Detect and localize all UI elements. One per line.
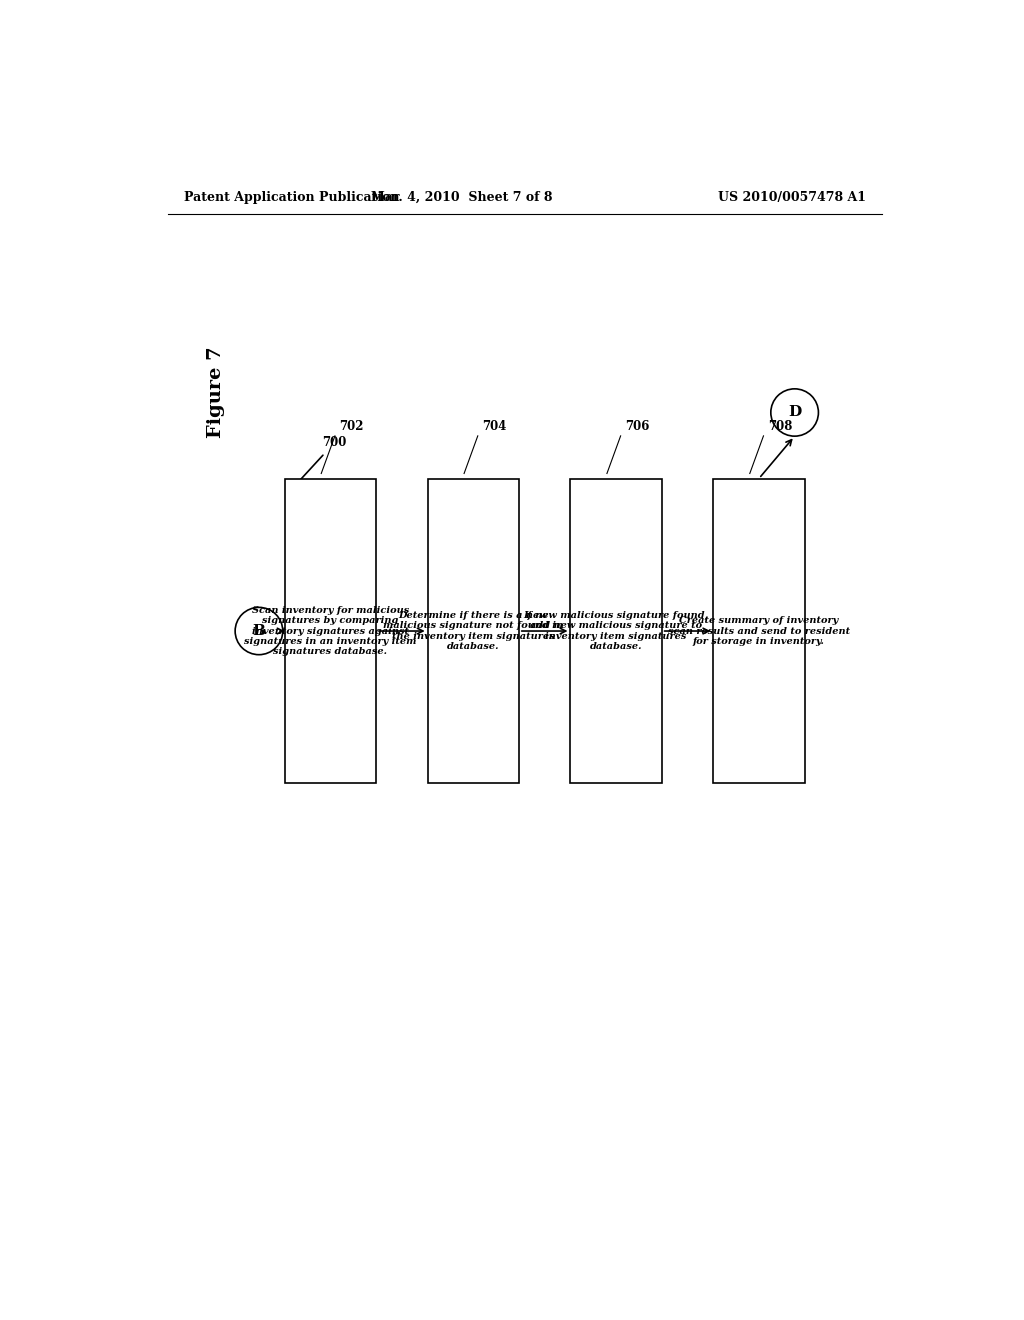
Bar <box>714 479 805 784</box>
Bar <box>570 479 662 784</box>
Bar <box>428 479 519 784</box>
Text: 704: 704 <box>482 420 507 433</box>
Text: Determine if there is a new
malicious signature not found in
the inventory item : Determine if there is a new malicious si… <box>383 611 563 651</box>
Text: 700: 700 <box>323 437 347 450</box>
Text: B: B <box>253 624 265 638</box>
Text: US 2010/0057478 A1: US 2010/0057478 A1 <box>718 190 866 203</box>
Text: Mar. 4, 2010  Sheet 7 of 8: Mar. 4, 2010 Sheet 7 of 8 <box>371 190 552 203</box>
Text: Patent Application Publication: Patent Application Publication <box>183 190 399 203</box>
Text: D: D <box>788 405 801 420</box>
Text: 702: 702 <box>340 420 364 433</box>
Bar <box>285 479 376 784</box>
Text: Figure 7: Figure 7 <box>207 346 225 438</box>
Text: Create summary of inventory
scan results and send to resident
for storage in inv: Create summary of inventory scan results… <box>668 616 850 645</box>
Text: If new malicious signature found,
add new malicious signature to
inventory item : If new malicious signature found, add ne… <box>523 611 709 651</box>
Text: Scan inventory for malicious
signatures by comparing
inventory signatures agains: Scan inventory for malicious signatures … <box>244 606 417 656</box>
Text: 708: 708 <box>768 420 793 433</box>
Text: 706: 706 <box>626 420 649 433</box>
